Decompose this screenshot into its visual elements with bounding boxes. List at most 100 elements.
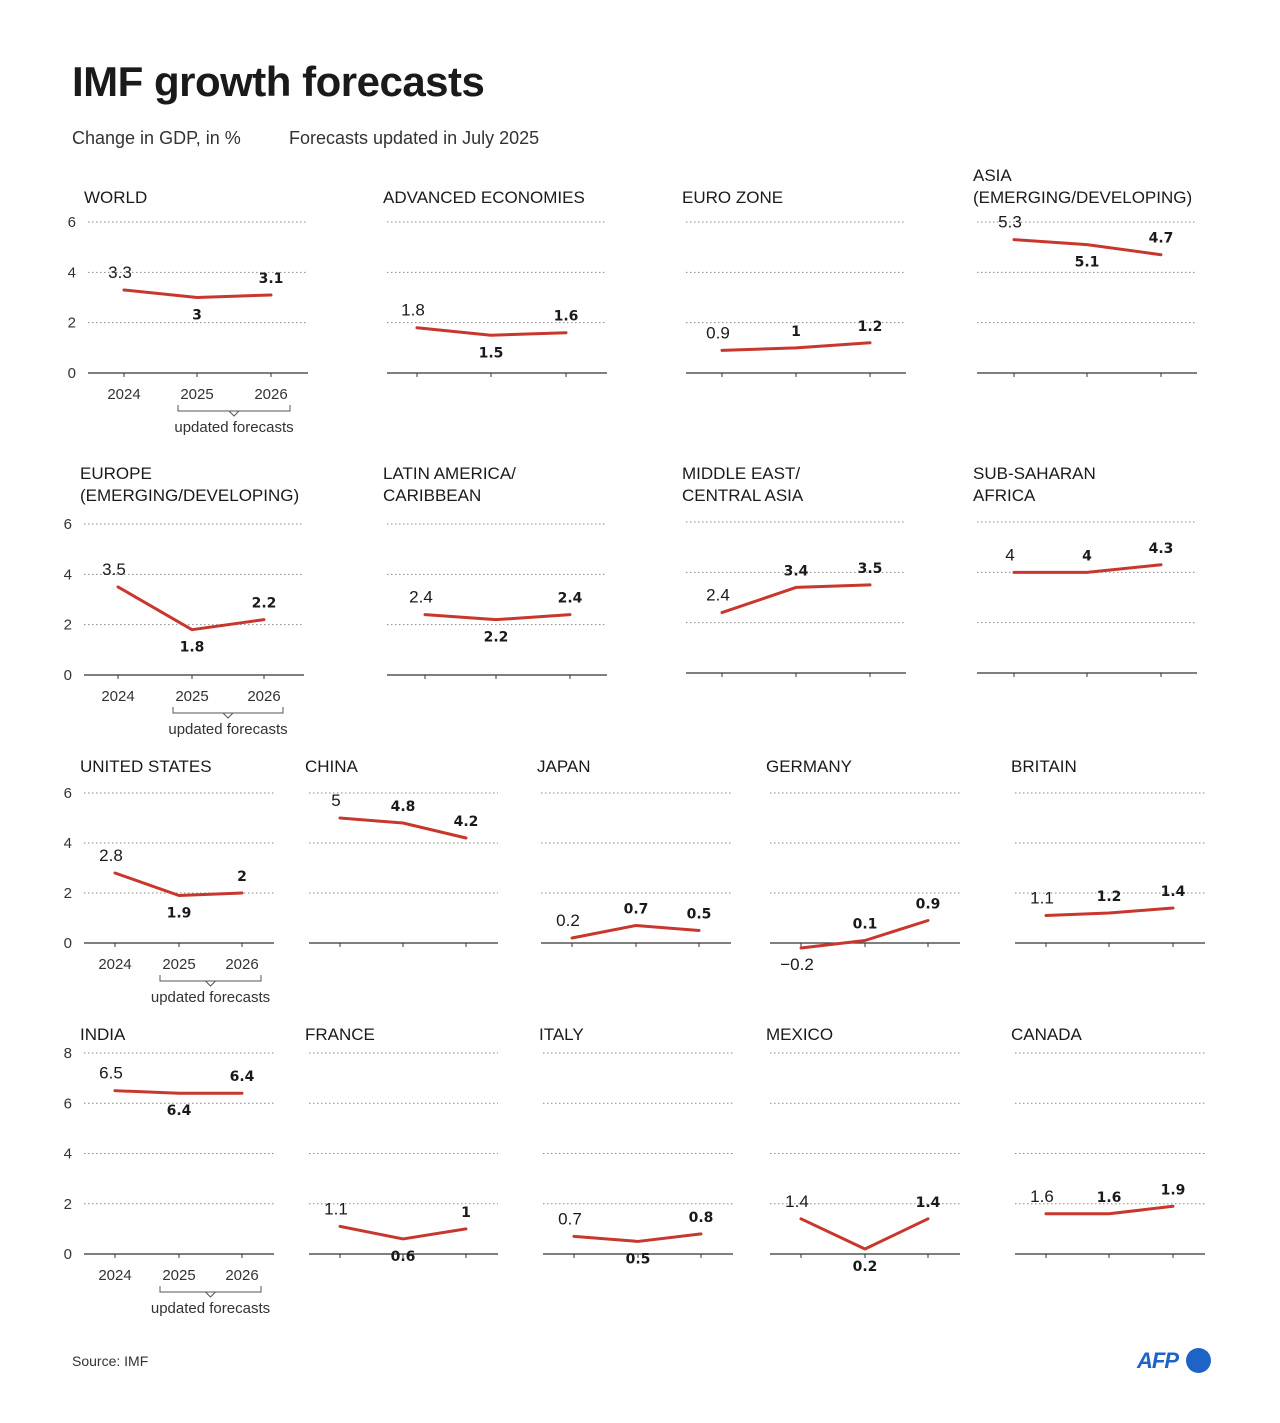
- forecast-bracket: [177, 405, 291, 417]
- data-label: 1.9: [1161, 1182, 1186, 1198]
- y-tick-label: 4: [64, 835, 72, 852]
- series-line: [720, 341, 872, 352]
- y-tick-label: 2: [64, 617, 72, 634]
- series-line: [799, 1217, 930, 1251]
- data-label: 4: [1005, 545, 1014, 564]
- data-label: 1.9: [167, 906, 192, 922]
- data-label: 1.6: [1097, 1190, 1122, 1206]
- chart-title: AFRICA: [973, 486, 1036, 505]
- data-label: 1.4: [916, 1195, 941, 1211]
- data-label: 2.2: [252, 596, 277, 612]
- chart-title: (EMERGING/DEVELOPING): [973, 188, 1192, 207]
- data-label: 5.3: [998, 213, 1022, 232]
- data-label: 4.8: [391, 799, 416, 815]
- logo-globe-icon: [1186, 1348, 1211, 1373]
- chart-title: ASIA: [973, 166, 1012, 185]
- data-label: 1.4: [1161, 884, 1186, 900]
- data-label: 3.3: [108, 263, 132, 282]
- y-tick-label: 6: [68, 214, 76, 231]
- data-label: 1.2: [858, 319, 883, 335]
- x-tick-label: 2025: [162, 956, 195, 973]
- logo-text: AFP: [1137, 1348, 1179, 1373]
- y-tick-label: 6: [64, 516, 72, 533]
- y-tick-label: 0: [64, 667, 72, 684]
- data-label: 1.6: [1030, 1187, 1054, 1206]
- y-tick-label: 6: [64, 785, 72, 802]
- forecast-label: updated forecasts: [168, 721, 287, 738]
- data-label: 1: [461, 1205, 471, 1221]
- data-label: 1.5: [479, 345, 504, 361]
- data-label: 3: [192, 308, 202, 324]
- x-tick-label: 2026: [254, 386, 287, 403]
- x-tick-label: 2025: [180, 386, 213, 403]
- chart-title: CARIBBEAN: [383, 486, 481, 505]
- chart-title: WORLD: [84, 188, 147, 207]
- data-label: 5.1: [1075, 255, 1100, 271]
- series-line: [423, 613, 572, 622]
- chart-title: LATIN AMERICA/: [383, 464, 516, 483]
- x-tick-label: 2026: [225, 1267, 258, 1284]
- page-title: IMF growth forecasts: [72, 58, 485, 105]
- chart-title: JAPAN: [537, 757, 591, 776]
- data-label: 0.5: [626, 1251, 651, 1267]
- y-tick-label: 0: [64, 935, 72, 952]
- chart-title: SUB-SAHARAN: [973, 464, 1096, 483]
- y-tick-label: 6: [64, 1095, 72, 1112]
- x-tick-label: 2024: [98, 956, 131, 973]
- x-tick-label: 2024: [107, 386, 140, 403]
- data-label: 1.1: [324, 1199, 348, 1218]
- chart-title: (EMERGING/DEVELOPING): [80, 486, 299, 505]
- data-label: 0.7: [558, 1209, 582, 1228]
- chart-title: MEXICO: [766, 1025, 833, 1044]
- data-label: 6.5: [99, 1064, 123, 1083]
- series-line: [1044, 1204, 1175, 1216]
- chart-title: EUROPE: [80, 464, 152, 483]
- y-tick-label: 2: [64, 885, 72, 902]
- data-label: 4: [1082, 548, 1092, 564]
- data-label: 1.8: [180, 640, 205, 656]
- data-label: 1.4: [785, 1192, 809, 1211]
- series-line: [1012, 563, 1163, 574]
- series-line: [415, 326, 568, 337]
- subtitle: Change in GDP, in %: [72, 128, 241, 148]
- series-line: [720, 583, 872, 615]
- data-label: 0.1: [853, 917, 878, 933]
- chart-title: UNITED STATES: [80, 757, 212, 776]
- data-label: 1.2: [1097, 889, 1122, 905]
- data-label: 3.1: [259, 271, 284, 287]
- data-label: 6.4: [167, 1103, 192, 1119]
- x-tick-label: 2025: [162, 1267, 195, 1284]
- data-label: 0.8: [689, 1210, 714, 1226]
- data-label: 1.1: [1030, 889, 1054, 908]
- data-label: 2.2: [484, 630, 509, 646]
- chart-title: GERMANY: [766, 757, 852, 776]
- data-label: 4.3: [1149, 541, 1174, 557]
- series-line: [113, 1089, 244, 1095]
- data-label: 3.4: [784, 563, 809, 579]
- y-tick-label: 4: [64, 1146, 72, 1163]
- chart-title: MIDDLE EAST/: [682, 464, 800, 483]
- data-label: 4.7: [1149, 231, 1174, 247]
- data-label: 0.5: [687, 907, 712, 923]
- data-label: 2.4: [706, 586, 730, 605]
- chart-title: ADVANCED ECONOMIES: [383, 188, 585, 207]
- series-line: [113, 871, 244, 897]
- data-label: 1.8: [401, 301, 425, 320]
- series-line: [572, 1232, 703, 1243]
- x-tick-label: 2024: [98, 1267, 131, 1284]
- data-label: 2.4: [558, 591, 583, 607]
- data-label: 3.5: [102, 560, 126, 579]
- chart-title: FRANCE: [305, 1025, 375, 1044]
- x-tick-label: 2025: [175, 688, 208, 705]
- data-label: 0.9: [916, 897, 941, 913]
- data-label: 0.2: [556, 911, 580, 930]
- series-line: [338, 816, 468, 840]
- chart-title: ITALY: [539, 1025, 584, 1044]
- y-tick-label: 0: [68, 365, 76, 382]
- y-tick-label: 0: [64, 1246, 72, 1263]
- x-tick-label: 2026: [225, 956, 258, 973]
- data-label: 0.9: [706, 323, 730, 342]
- forecast-bracket: [159, 1286, 262, 1298]
- data-label: 2.8: [99, 846, 123, 865]
